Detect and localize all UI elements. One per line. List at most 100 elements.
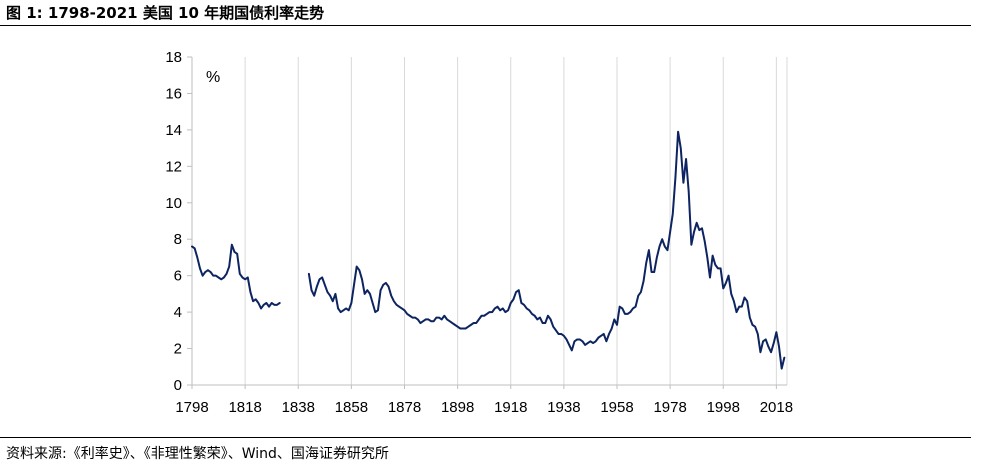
data-point [783,357,785,359]
data-point [494,307,496,310]
data-point [316,286,318,288]
data-point [648,249,650,251]
data-point [664,245,666,248]
data-point [191,245,193,248]
data-point [220,278,222,280]
data-point [265,302,267,304]
data-point [515,291,517,293]
series-group [191,130,786,370]
data-point [634,306,637,308]
data-point [608,333,610,335]
data-point [549,318,552,320]
data-point [765,338,767,341]
data-point [276,304,278,306]
data-point [454,324,456,326]
data-point [451,322,453,324]
data-point [372,302,374,304]
data-point [486,313,488,315]
data-point [446,318,448,320]
data-point [207,269,209,271]
data-point [762,340,764,342]
data-point [717,267,719,269]
data-point [342,309,345,311]
data-point [757,333,759,335]
data-point [350,302,352,304]
data-point [353,284,355,286]
y-tick-label: 10 [165,195,182,212]
data-point [680,147,682,149]
data-point [650,271,653,273]
data-point [273,304,275,306]
data-point [653,271,655,273]
data-point [385,282,387,284]
data-point [504,311,507,313]
data-point [571,349,573,351]
data-point [693,231,695,233]
data-point [324,284,326,286]
data-point [260,307,262,310]
data-point [361,278,363,280]
data-point [225,273,228,275]
data-point [464,327,467,330]
data-point [754,326,756,328]
data-point [770,351,772,353]
data-point [318,278,321,280]
data-point [512,298,515,300]
data-point [672,213,674,215]
data-point [552,326,554,328]
data-point [488,311,491,313]
data-point [441,318,443,320]
axes [187,56,787,389]
data-point [645,262,647,264]
data-point [751,324,754,326]
data-point [563,335,565,337]
data-point [255,298,257,300]
data-point [236,253,238,255]
data-point [592,342,594,344]
data-point [632,307,634,310]
data-point [778,346,780,348]
data-point [244,278,246,280]
data-point [719,267,722,269]
data-point [332,300,334,302]
data-point [364,293,366,295]
y-tick-label: 0 [174,377,182,394]
data-point [640,291,642,293]
x-tick-label: 1818 [228,399,261,416]
data-point [624,313,626,315]
data-point [417,318,419,320]
data-point [510,302,512,304]
data-point [263,304,265,306]
data-point [231,244,233,246]
data-point [773,342,775,344]
data-point [629,311,631,313]
data-point [435,316,437,319]
data-point [544,322,546,324]
data-point [393,300,395,302]
data-point [241,276,244,279]
data-point [611,327,613,330]
data-point [247,276,249,279]
data-point [759,351,762,353]
x-tick-label: 1958 [600,399,633,416]
data-point [576,338,578,341]
data-point [449,320,451,322]
data-point [348,309,350,311]
data-point [542,322,544,324]
x-tick-label: 1858 [335,399,368,416]
data-point [749,316,751,319]
data-point [539,316,541,319]
data-point [621,307,623,310]
data-point [310,289,313,291]
data-point [433,320,435,322]
data-point [690,244,692,246]
data-point [526,307,528,310]
data-point [252,300,254,302]
y-tick-label: 4 [174,304,182,321]
data-point [398,306,400,308]
x-tick-label: 1978 [653,399,686,416]
data-point [239,273,241,275]
data-point [212,275,214,277]
